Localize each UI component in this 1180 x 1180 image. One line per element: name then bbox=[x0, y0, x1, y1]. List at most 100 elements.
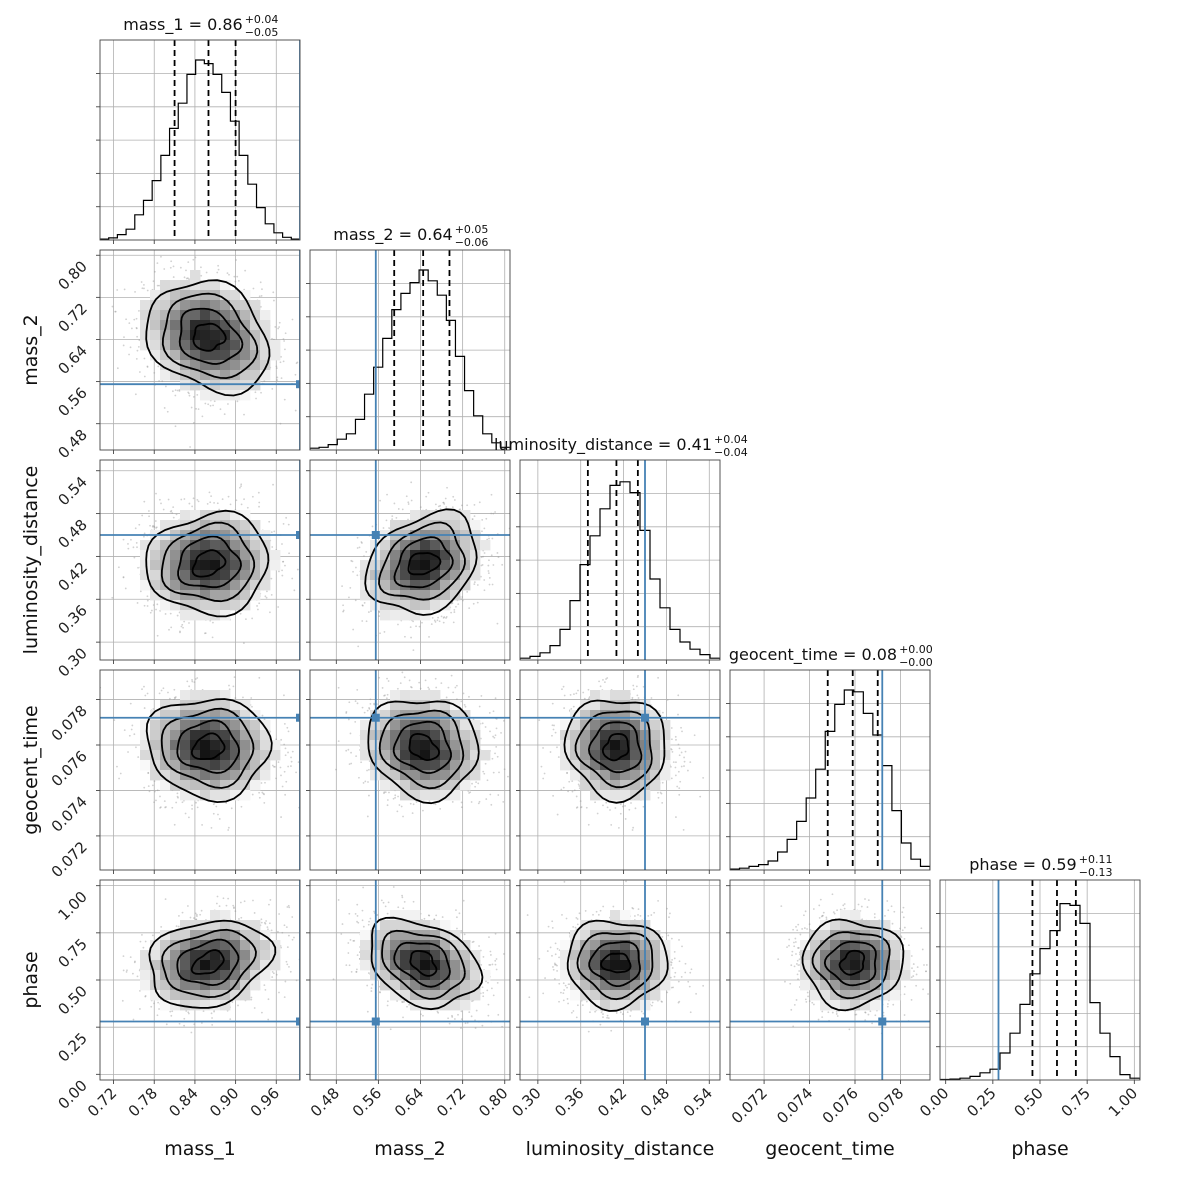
histogram-luminosity_distance bbox=[520, 481, 720, 660]
density-cell bbox=[440, 570, 451, 581]
density-cell bbox=[230, 310, 241, 321]
density-cell bbox=[270, 340, 281, 351]
density-cell bbox=[170, 520, 181, 531]
scatter-point bbox=[211, 636, 214, 639]
scatter-point bbox=[212, 621, 214, 624]
scatter-point bbox=[361, 620, 364, 622]
scatter-point bbox=[140, 281, 143, 283]
scatter-point bbox=[407, 503, 410, 505]
scatter-point bbox=[268, 520, 271, 523]
scatter-point bbox=[492, 512, 495, 515]
truth-marker bbox=[371, 531, 380, 539]
density-cell bbox=[200, 600, 211, 611]
scatter-point bbox=[266, 590, 268, 593]
scatter-point bbox=[114, 310, 117, 313]
density-cell bbox=[430, 580, 441, 591]
density-cell bbox=[250, 350, 261, 361]
scatter-point bbox=[276, 379, 279, 381]
scatter-point bbox=[251, 495, 254, 498]
density-cell bbox=[250, 320, 261, 331]
scatter-point bbox=[515, 586, 517, 588]
scatter-point bbox=[485, 517, 488, 520]
scatter-point bbox=[146, 365, 149, 368]
scatter-point bbox=[159, 609, 161, 612]
scatter-point bbox=[239, 486, 241, 489]
scatter-point bbox=[273, 338, 275, 341]
scatter-point bbox=[473, 583, 476, 586]
scatter-point bbox=[172, 516, 175, 519]
scatter-point bbox=[410, 636, 412, 639]
density-cell bbox=[200, 560, 211, 571]
density-cell bbox=[450, 510, 461, 521]
scatter-point bbox=[275, 367, 278, 369]
density-cell bbox=[470, 570, 481, 581]
density-cell bbox=[170, 590, 181, 601]
contour-line bbox=[364, 508, 478, 616]
density-cell bbox=[250, 370, 261, 381]
density-cell bbox=[210, 310, 221, 321]
panel-frame bbox=[309, 459, 511, 661]
hist-title-plus: +0.11 bbox=[1079, 853, 1113, 866]
scatter-point bbox=[192, 421, 195, 424]
density-cell bbox=[240, 360, 251, 371]
hist-title-phase: phase = 0.59 bbox=[969, 855, 1076, 874]
histogram-mass_1 bbox=[100, 59, 300, 240]
scatter-point bbox=[294, 409, 297, 412]
scatter-point bbox=[153, 525, 156, 528]
scatter-point bbox=[96, 281, 98, 283]
scatter-point bbox=[136, 546, 138, 549]
hist-title-minus: −0.04 bbox=[714, 446, 748, 459]
density-cell bbox=[260, 340, 271, 351]
density-cell bbox=[220, 510, 231, 521]
scatter-point bbox=[352, 628, 355, 631]
panel-frame bbox=[99, 249, 301, 451]
scatter-point bbox=[185, 269, 187, 272]
density-cell bbox=[430, 590, 441, 601]
scatter-point bbox=[155, 799, 157, 802]
density-cell bbox=[250, 580, 261, 591]
scatter-point bbox=[466, 590, 469, 593]
scatter-point bbox=[187, 261, 190, 263]
hist-title-plus: +0.04 bbox=[245, 13, 279, 26]
scatter-point bbox=[152, 604, 155, 606]
scatter-point bbox=[216, 502, 219, 505]
hist-title-plus: +0.00 bbox=[899, 643, 933, 656]
density-cell bbox=[160, 360, 171, 371]
scatter-point bbox=[179, 266, 182, 269]
density-cell bbox=[260, 310, 271, 321]
scatter-point bbox=[171, 512, 174, 514]
hist-title-minus: −0.06 bbox=[455, 236, 489, 249]
scatter-point bbox=[143, 535, 145, 538]
scatter-point bbox=[162, 687, 165, 690]
scatter-point bbox=[476, 584, 479, 586]
scatter-point bbox=[341, 585, 343, 588]
density-cell bbox=[260, 320, 271, 331]
scatter-point bbox=[172, 265, 175, 268]
hist-panel-phase bbox=[940, 880, 1140, 1080]
density-cell bbox=[420, 510, 431, 521]
density-cell bbox=[180, 540, 191, 551]
scatter-point bbox=[496, 622, 499, 625]
scatter-point bbox=[273, 299, 275, 302]
scatter-point bbox=[200, 274, 203, 277]
scatter-point bbox=[283, 722, 286, 725]
density-cell bbox=[430, 600, 441, 611]
scatter-point bbox=[501, 563, 504, 566]
scatter-point bbox=[363, 555, 365, 558]
hist-panel-mass_1 bbox=[100, 40, 300, 240]
density-cell bbox=[140, 570, 151, 581]
density-cell bbox=[200, 610, 211, 621]
density-cell bbox=[200, 300, 211, 311]
scatter-point bbox=[217, 264, 220, 267]
scatter-point bbox=[178, 390, 181, 392]
hist-panel-mass_2 bbox=[310, 250, 510, 450]
scatter-point bbox=[278, 321, 281, 324]
density-cell bbox=[150, 310, 161, 321]
scatter-point bbox=[547, 558, 549, 560]
contour-line bbox=[378, 521, 466, 601]
scatter-point bbox=[188, 392, 190, 395]
scatter-point bbox=[116, 367, 119, 370]
scatter-point bbox=[260, 391, 262, 394]
density-cell bbox=[190, 380, 201, 391]
